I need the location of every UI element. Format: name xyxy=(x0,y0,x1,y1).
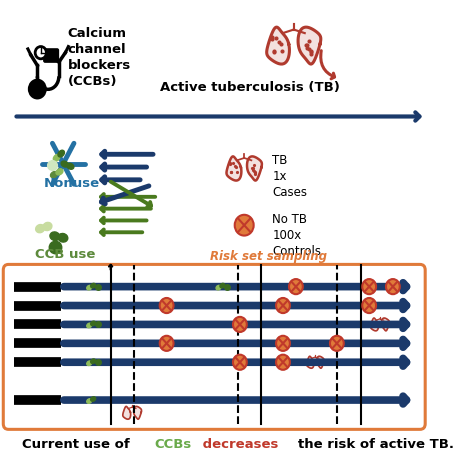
Circle shape xyxy=(233,317,247,332)
Polygon shape xyxy=(134,406,142,419)
Ellipse shape xyxy=(36,225,45,233)
Text: CCB use: CCB use xyxy=(35,248,96,261)
Circle shape xyxy=(160,336,173,351)
Text: Risk set sampling: Risk set sampling xyxy=(210,250,327,263)
Circle shape xyxy=(276,336,290,351)
Text: the risk of active TB.: the risk of active TB. xyxy=(298,438,454,450)
Polygon shape xyxy=(298,27,321,64)
Ellipse shape xyxy=(91,321,96,326)
Circle shape xyxy=(362,298,376,313)
Text: Active tuberculosis (TB): Active tuberculosis (TB) xyxy=(160,81,340,94)
FancyBboxPatch shape xyxy=(3,264,425,429)
Polygon shape xyxy=(371,318,378,331)
Ellipse shape xyxy=(91,397,96,401)
Ellipse shape xyxy=(50,232,60,240)
Ellipse shape xyxy=(56,169,63,175)
Text: Calcium
channel
blockers
(CCBs): Calcium channel blockers (CCBs) xyxy=(67,27,131,88)
Ellipse shape xyxy=(54,155,60,161)
Ellipse shape xyxy=(87,399,92,403)
Ellipse shape xyxy=(87,323,92,328)
Circle shape xyxy=(233,355,247,370)
Polygon shape xyxy=(247,156,262,181)
Text: CCBs: CCBs xyxy=(154,438,191,450)
Circle shape xyxy=(362,279,376,294)
Ellipse shape xyxy=(51,172,57,178)
Ellipse shape xyxy=(67,164,74,169)
Text: Nonuse: Nonuse xyxy=(44,177,100,191)
Ellipse shape xyxy=(43,222,52,230)
Circle shape xyxy=(35,46,46,59)
Polygon shape xyxy=(267,27,290,64)
Polygon shape xyxy=(317,356,324,368)
Circle shape xyxy=(386,279,400,294)
Ellipse shape xyxy=(58,150,64,157)
Circle shape xyxy=(160,298,173,313)
FancyBboxPatch shape xyxy=(44,49,58,62)
Polygon shape xyxy=(123,406,131,419)
Polygon shape xyxy=(382,318,389,331)
Ellipse shape xyxy=(87,361,92,365)
Text: TB
1x
Cases: TB 1x Cases xyxy=(272,155,307,199)
Ellipse shape xyxy=(220,283,225,288)
Circle shape xyxy=(28,79,47,100)
Ellipse shape xyxy=(91,283,96,288)
Text: No TB
100x
Controls: No TB 100x Controls xyxy=(272,213,321,258)
Circle shape xyxy=(235,215,254,236)
Polygon shape xyxy=(307,356,314,368)
Ellipse shape xyxy=(61,161,68,167)
Ellipse shape xyxy=(87,285,92,290)
Circle shape xyxy=(289,279,303,294)
Ellipse shape xyxy=(58,234,68,242)
Ellipse shape xyxy=(216,285,221,290)
Circle shape xyxy=(276,355,290,370)
Polygon shape xyxy=(227,156,241,181)
Text: decreases: decreases xyxy=(198,438,283,450)
Ellipse shape xyxy=(91,359,96,364)
Circle shape xyxy=(330,336,344,351)
Text: Current use of: Current use of xyxy=(22,438,135,450)
Circle shape xyxy=(276,298,290,313)
